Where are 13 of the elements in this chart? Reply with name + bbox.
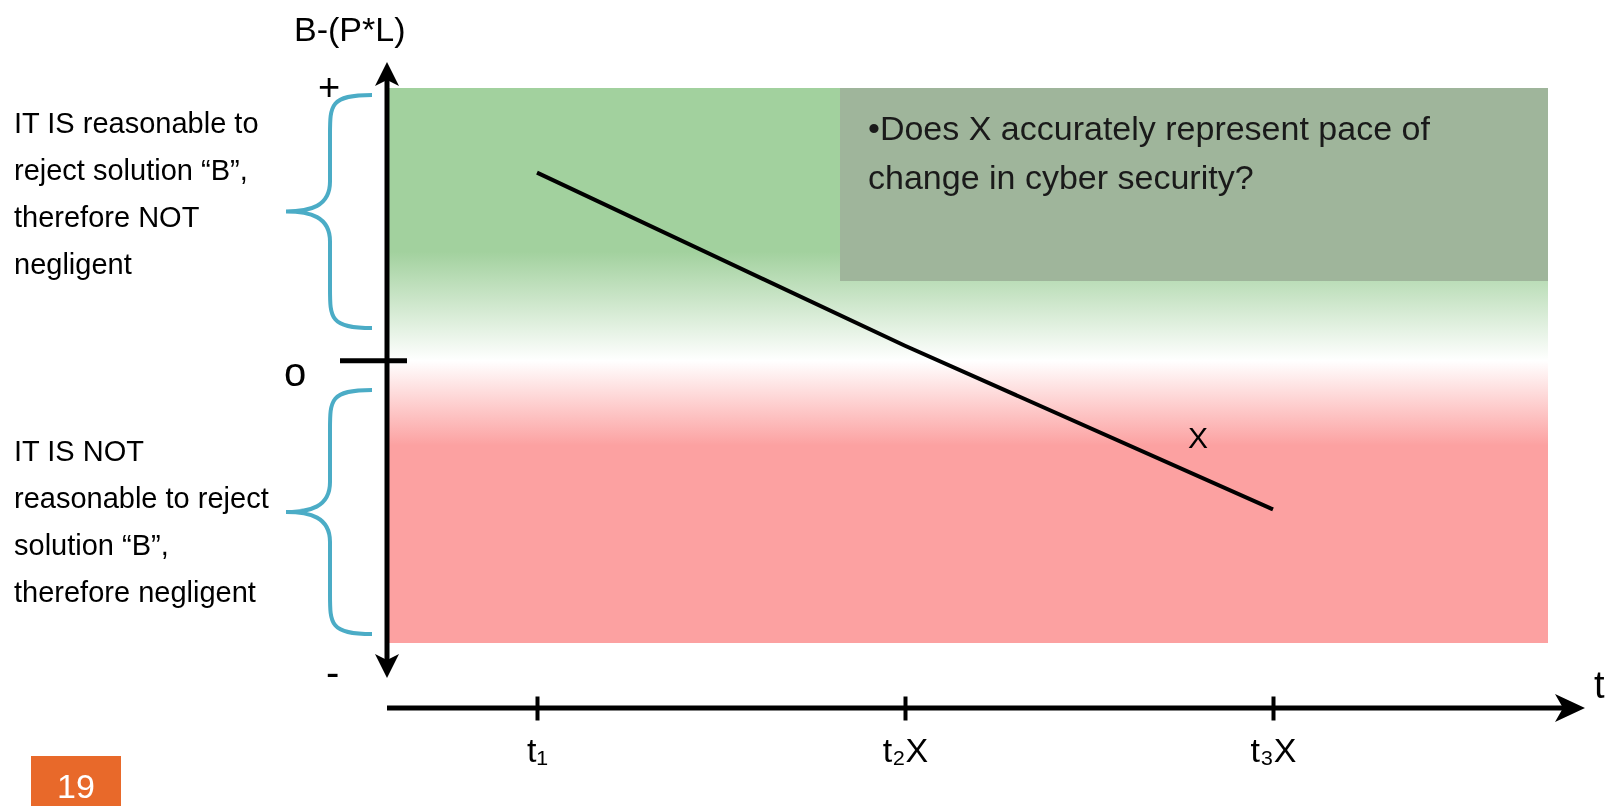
text: IT IS reasonable to reject solution “B”, therefore NOT negligent [14, 106, 260, 282]
x-tick-label: t₁ [527, 730, 548, 769]
text: o [284, 350, 307, 395]
text: B-(P*L) [294, 10, 406, 49]
text: IT IS NOT reasonable to reject solution “B”, therefore negligent [14, 434, 270, 610]
x-tick-label: t₂X [882, 730, 929, 769]
text: 19 [31, 756, 121, 806]
x-tick-label: t₃X [1250, 730, 1297, 769]
annotation: •Does X accurately represent pace of change in cyber security? [868, 108, 1431, 198]
text: + [318, 66, 341, 109]
text: - [326, 650, 340, 695]
text: t [1594, 664, 1605, 707]
series-label: X [1187, 421, 1209, 455]
